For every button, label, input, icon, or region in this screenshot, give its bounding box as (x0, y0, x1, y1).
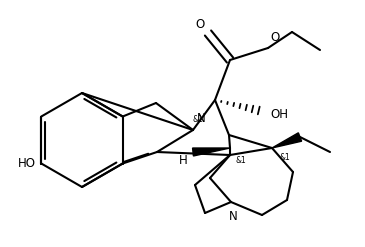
Text: N: N (197, 112, 206, 125)
Text: H: H (179, 154, 188, 167)
Polygon shape (193, 148, 230, 156)
Text: OH: OH (270, 107, 288, 121)
Text: &1: &1 (235, 156, 246, 165)
Text: O: O (270, 31, 279, 44)
Text: N: N (228, 210, 237, 223)
Polygon shape (272, 133, 301, 148)
Text: O: O (196, 18, 205, 31)
Text: HO: HO (18, 157, 36, 170)
Text: &1: &1 (280, 153, 291, 162)
Text: &1: &1 (192, 115, 203, 124)
